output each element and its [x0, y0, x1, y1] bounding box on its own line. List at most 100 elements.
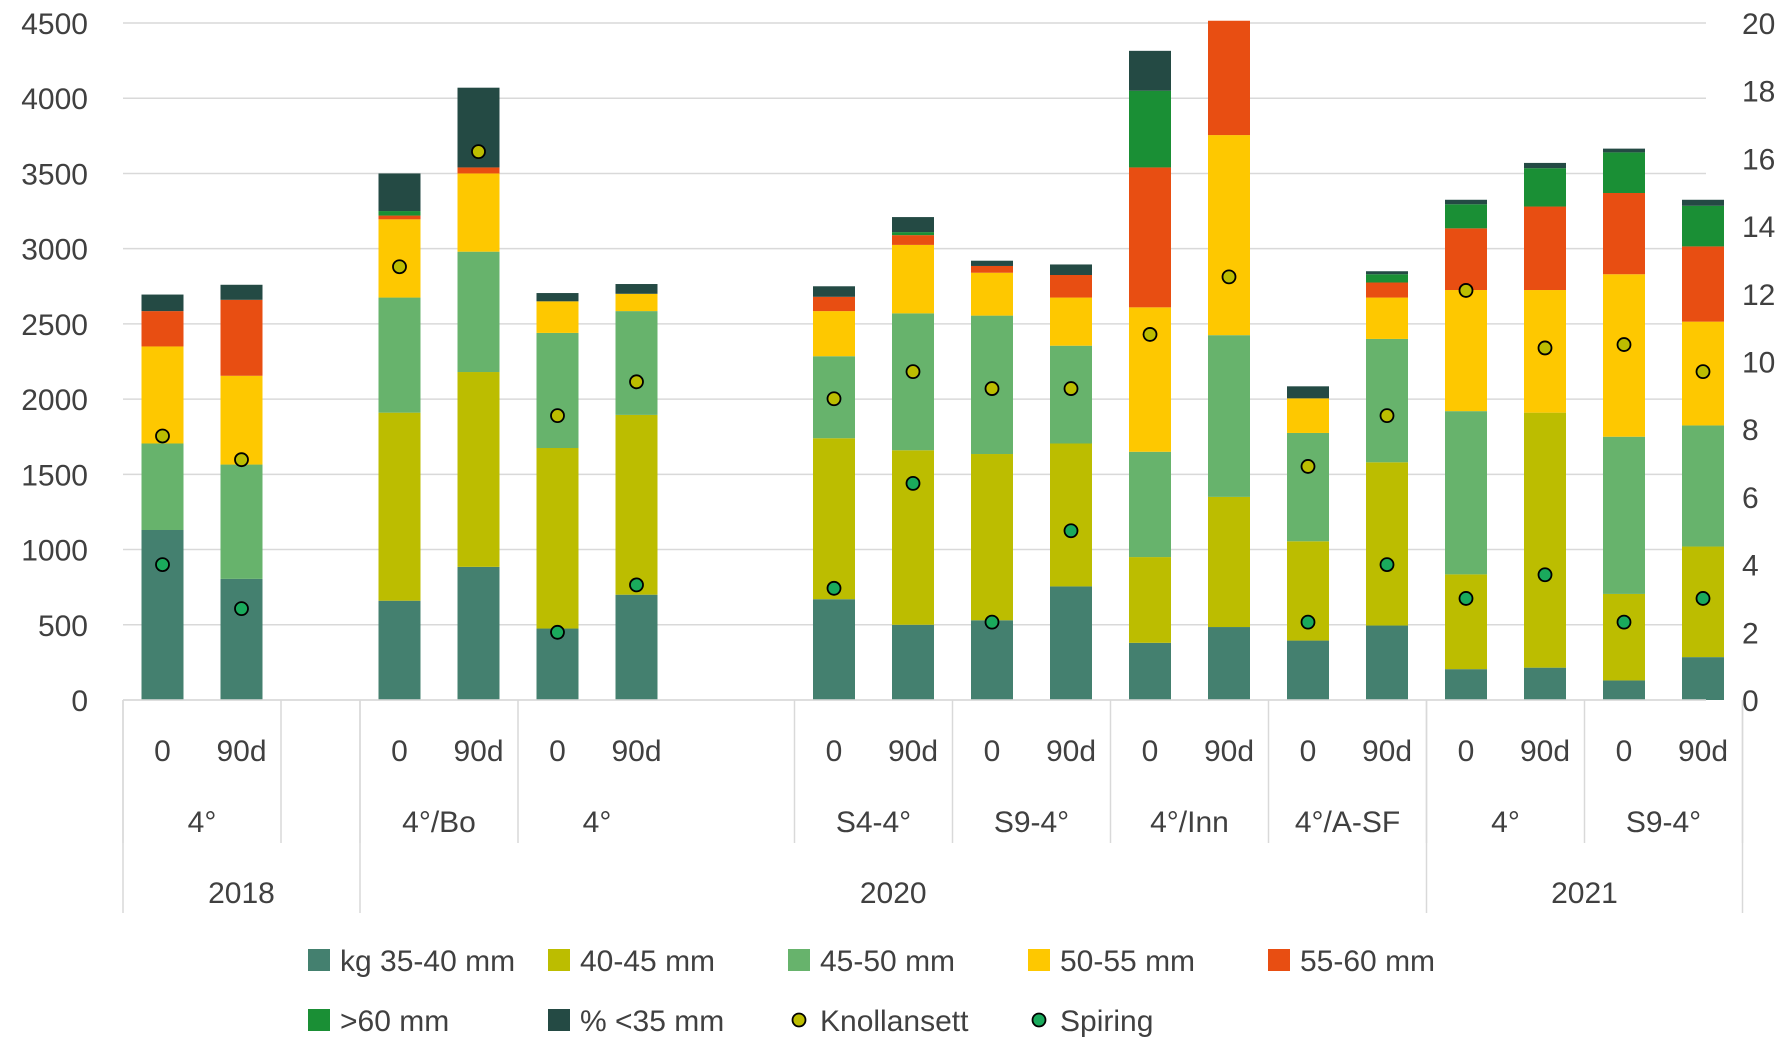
legend-label: kg 35-40 mm	[340, 945, 515, 978]
legend-label: >60 mm	[340, 1005, 449, 1038]
knollansett-point	[1695, 364, 1711, 380]
legend-swatch	[308, 1009, 330, 1031]
knollansett-point	[1537, 340, 1553, 356]
y-left-tick-label: 2000	[21, 384, 88, 417]
spiring-point	[155, 557, 170, 572]
spiring-point	[905, 475, 921, 491]
bar-segment-3	[536, 332, 579, 449]
bar-segment-6	[892, 232, 934, 236]
category-label: 90d	[1678, 735, 1728, 768]
bar-segment-1	[813, 599, 855, 700]
bar-segment-4	[141, 346, 184, 444]
legend-swatch	[1268, 949, 1290, 971]
spiring-point	[550, 624, 565, 640]
spiring-point	[1379, 557, 1395, 572]
x-axis-labels: 0 90d 0 90d 0 90d 0 90d 0 90d 0 90d 0 90d 0 90d 0 90d 4° 4°…	[122, 700, 1744, 913]
bar-segment-1	[1129, 642, 1171, 700]
bar-segment-7	[1050, 264, 1092, 275]
bar-segment-4	[1208, 135, 1250, 336]
bar-segment-2	[457, 372, 500, 567]
bar-segment-5	[971, 265, 1013, 273]
bar-segment-5	[892, 235, 934, 245]
bar-segment-4	[971, 272, 1013, 316]
category-label: 0	[391, 735, 408, 768]
group-label: 4°	[583, 806, 612, 839]
bar-segment-3	[1366, 338, 1408, 463]
y-left-tick-label: 500	[38, 610, 88, 643]
y-right-tick-label: 8	[1742, 414, 1759, 447]
bar-segment-4	[378, 219, 421, 298]
knollansett-point	[1063, 381, 1079, 396]
bar-segment-2	[1129, 557, 1171, 643]
knollansett-point	[1616, 337, 1632, 352]
bar-stacks	[141, 20, 1724, 700]
legend: kg 35-40 mm 40-45 mm 45-50 mm 50-55 mm 55-60…	[308, 945, 1435, 1038]
y-left-tick-label: 3000	[21, 234, 88, 267]
bar-segment-4	[1445, 290, 1487, 412]
category-label: 0	[1142, 735, 1159, 768]
category-label: 0	[549, 735, 566, 768]
knollansett-point	[629, 374, 644, 390]
bar-segment-2	[971, 454, 1013, 621]
y-left-tick-label: 4000	[21, 83, 88, 116]
bar-segment-6	[1445, 204, 1487, 229]
bar-segment-1	[1287, 640, 1329, 700]
category-label: 90d	[216, 735, 266, 768]
bar-segment-7	[1524, 162, 1566, 169]
bar-segment-5	[457, 167, 500, 174]
knollansett-point	[1300, 459, 1316, 474]
spiring-point	[1537, 567, 1553, 583]
bar-segment-4	[892, 244, 934, 314]
bar-segment-7	[378, 173, 421, 212]
legend-swatch	[788, 949, 810, 971]
bar-segment-6	[1129, 90, 1171, 168]
bar-segment-2	[1445, 574, 1487, 670]
y-left-tick-label: 4500	[21, 8, 88, 41]
category-label: 0	[1458, 735, 1475, 768]
y-left-tick-label: 3500	[21, 158, 88, 191]
bar-segment-5	[1129, 167, 1171, 308]
bar-segment-1	[1682, 657, 1724, 700]
bar-segment-5	[1603, 193, 1645, 275]
bar-segment-1	[892, 624, 934, 700]
bar-segment-7	[141, 294, 184, 312]
bar-segment-5	[1208, 20, 1250, 136]
bar-segment-3	[1287, 432, 1329, 542]
group-label: 4°/Bo	[402, 806, 476, 839]
bar-segment-3	[1682, 425, 1724, 547]
bar-segment-3	[141, 443, 184, 530]
knollansett-point	[471, 144, 486, 160]
marker-points	[155, 144, 1711, 640]
bar-segment-7	[1366, 271, 1408, 275]
bar-segment-7	[971, 260, 1013, 266]
bar-segment-2	[378, 412, 421, 601]
bar-segment-1	[1366, 625, 1408, 700]
knollansett-point	[155, 428, 170, 444]
group-label: 4°/Inn	[1150, 806, 1229, 839]
legend-label: Knollansett	[820, 1005, 969, 1038]
bar-segment-5	[378, 215, 421, 220]
legend-label: 40-45 mm	[580, 945, 715, 978]
category-label: 90d	[1046, 735, 1096, 768]
spiring-point	[826, 580, 842, 596]
legend-marker	[791, 1012, 807, 1028]
knollansett-point	[905, 364, 921, 380]
y-right-tick-label: 10	[1742, 347, 1775, 380]
bar-segment-6	[1366, 274, 1408, 283]
category-label: 0	[984, 735, 1001, 768]
bar-segment-4	[220, 375, 263, 465]
year-label: 2021	[1551, 877, 1618, 910]
bar-segment-4	[1366, 297, 1408, 339]
bar-segment-2	[1603, 593, 1645, 681]
legend-label: Spiring	[1060, 1005, 1153, 1038]
spiring-point	[1616, 614, 1632, 630]
bar-segment-5	[220, 299, 263, 376]
category-label: 90d	[611, 735, 661, 768]
bar-segment-6	[1682, 205, 1724, 247]
bar-segment-7	[1129, 50, 1171, 91]
y-right-tick-label: 20	[1742, 8, 1775, 41]
bar-segment-5	[1050, 274, 1092, 298]
knollansett-point	[392, 259, 407, 275]
group-label: 4°	[188, 806, 217, 839]
